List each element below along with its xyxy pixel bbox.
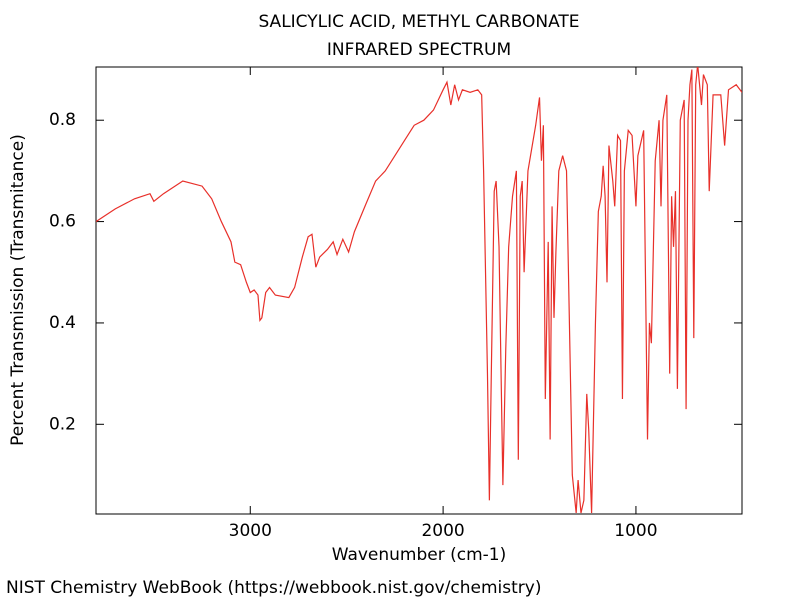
x-tick-label: 1000 [614,521,657,541]
chart-subtitle: INFRARED SPECTRUM [327,40,511,60]
y-tick-label: 0.4 [49,313,76,333]
chart-title: SALICYLIC ACID, METHYL CARBONATE [258,12,579,32]
x-tick-label: 3000 [229,521,272,541]
y-tick-label: 0.8 [49,110,76,130]
spectrum-line [96,67,742,514]
x-axis-label: Wavenumber (cm-1) [332,545,507,565]
plot-frame [95,66,743,515]
y-tick-label: 0.6 [49,212,76,232]
y-axis-label: Percent Transmission (Transmitance) [8,134,28,446]
source-note: NIST Chemistry WebBook (https://webbook.… [6,578,541,598]
x-tick-label: 2000 [421,521,464,541]
y-tick-label: 0.2 [49,414,76,434]
